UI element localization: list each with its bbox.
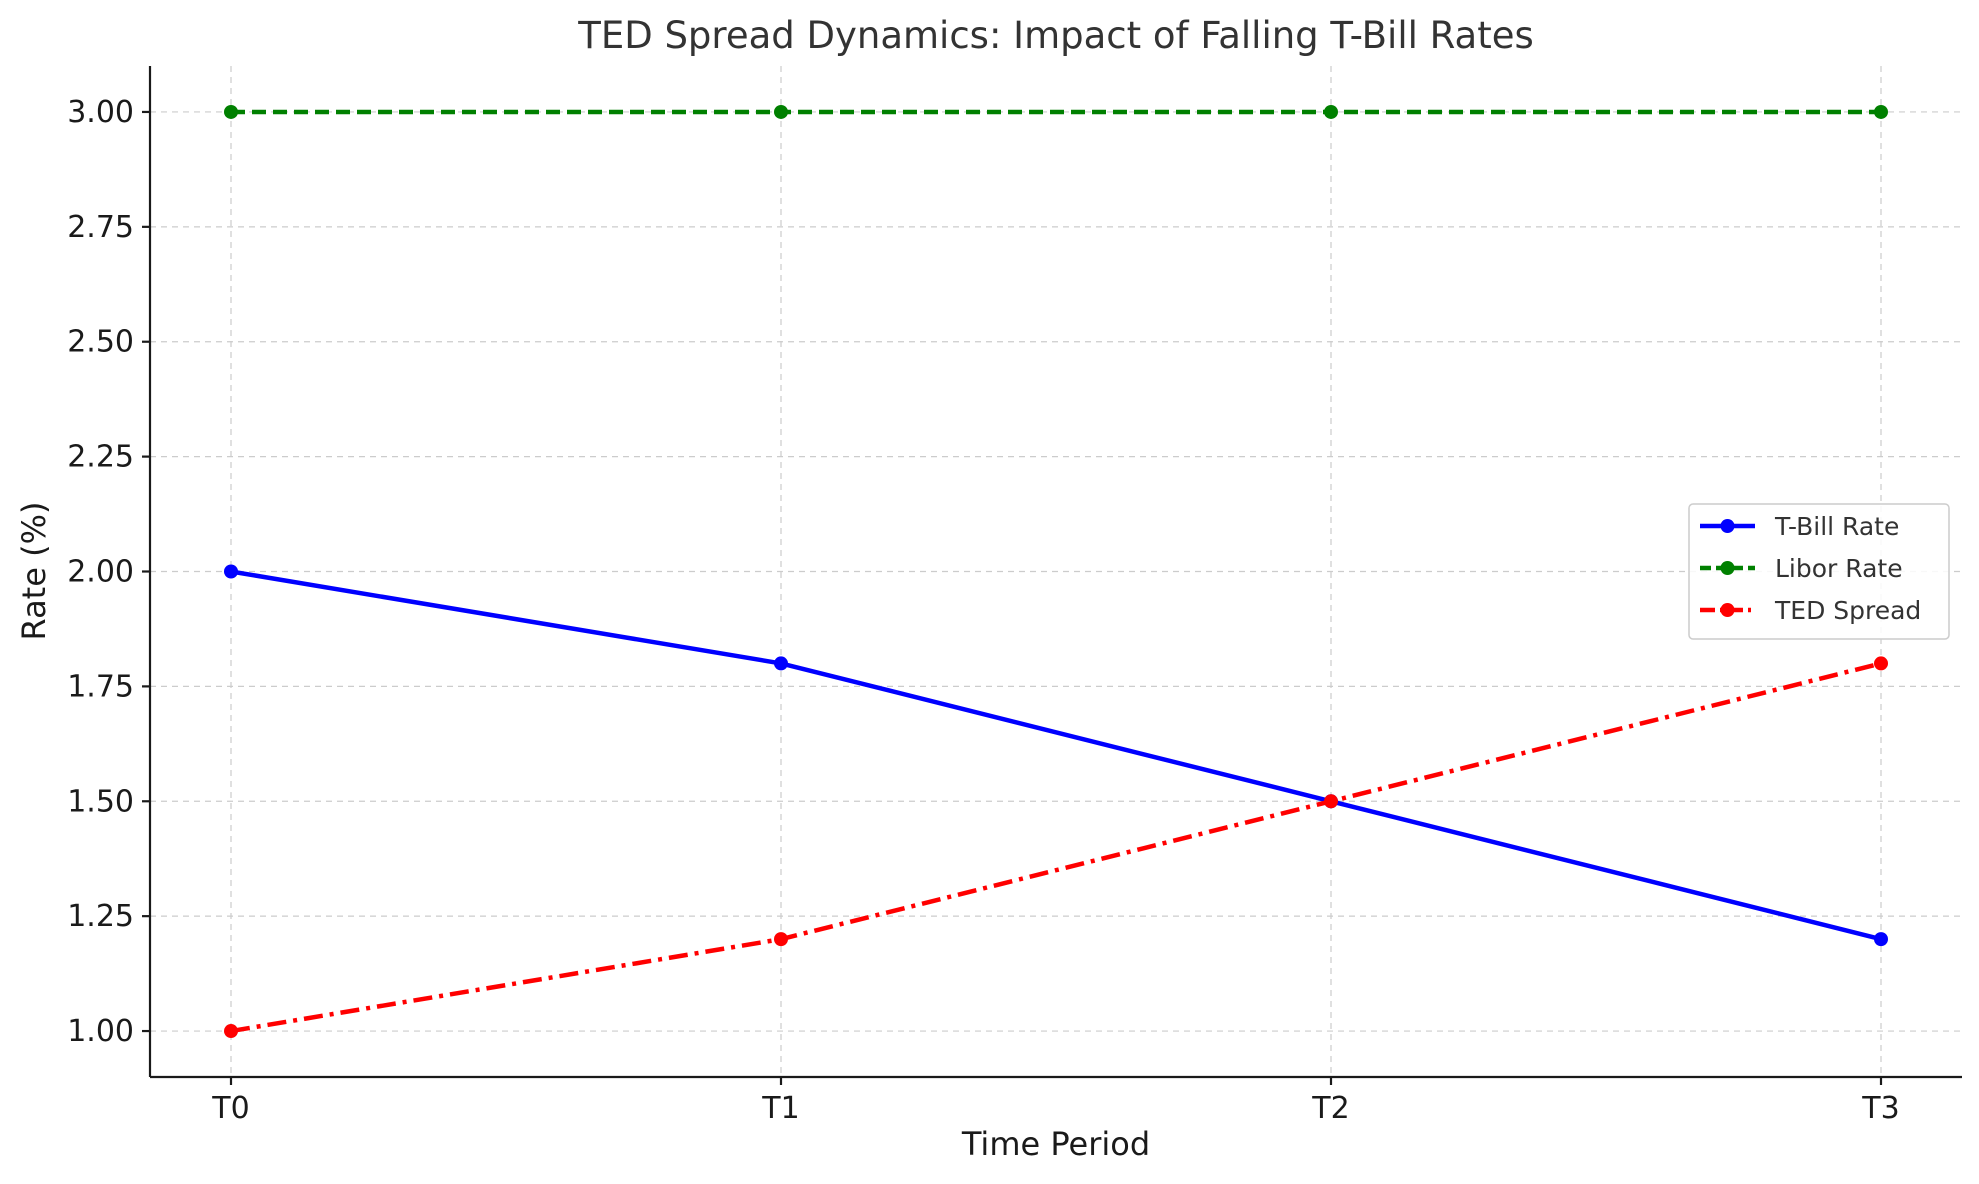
legend-entry: TED Spread bbox=[1700, 596, 1921, 625]
data-point bbox=[774, 932, 788, 947]
series-ted-spread bbox=[224, 656, 1888, 1039]
legend-box bbox=[1688, 503, 1950, 640]
legend-marker bbox=[1720, 603, 1735, 617]
data-point bbox=[1874, 656, 1888, 671]
x-tick-label: T1 bbox=[761, 1091, 799, 1126]
legend-label: Libor Rate bbox=[1775, 554, 1903, 583]
data-point bbox=[224, 104, 238, 119]
data-point bbox=[774, 656, 788, 671]
data-series bbox=[224, 104, 1888, 1039]
series-line bbox=[230, 661, 1882, 1034]
y-tick-label: 2.00 bbox=[67, 555, 134, 590]
data-point bbox=[1324, 794, 1338, 809]
data-point bbox=[1324, 104, 1338, 119]
y-tick-label: 1.50 bbox=[67, 784, 134, 819]
y-tick-label: 1.00 bbox=[67, 1014, 134, 1049]
legend-label: T-Bill Rate bbox=[1774, 512, 1899, 541]
data-point bbox=[224, 1024, 238, 1039]
legend: T-Bill Rate Libor Rate TED Spread bbox=[1688, 503, 1950, 640]
y-tick-label: 3.00 bbox=[67, 95, 134, 130]
y-tick-label: 2.75 bbox=[67, 210, 134, 245]
data-point bbox=[224, 564, 238, 579]
x-tick-label: T0 bbox=[211, 1091, 249, 1126]
y-axis-ticks: 1.00 1.25 1.50 1.75 2.00 2.25 2.50 2.75 3.00 bbox=[67, 95, 150, 1049]
y-tick-label: 2.25 bbox=[67, 440, 134, 475]
data-point bbox=[774, 104, 788, 119]
y-axis-label: Rate (%) bbox=[15, 502, 53, 641]
x-tick-label: T2 bbox=[1311, 1091, 1349, 1126]
series-libor-rate bbox=[224, 104, 1888, 119]
y-tick-label: 2.50 bbox=[67, 325, 134, 360]
legend-entry: Libor Rate bbox=[1700, 554, 1903, 583]
legend-entries: T-Bill Rate Libor Rate TED Spread bbox=[1700, 512, 1921, 625]
chart-title: TED Spread Dynamics: Impact of Falling T… bbox=[577, 14, 1534, 57]
series-line bbox=[230, 569, 1882, 942]
x-axis-label: Time Period bbox=[961, 1125, 1150, 1163]
data-point bbox=[1874, 932, 1888, 947]
legend-marker bbox=[1720, 519, 1735, 533]
x-axis-ticks: T0 T1 T2 T3 bbox=[211, 1077, 1900, 1126]
y-tick-label: 1.75 bbox=[67, 669, 134, 704]
legend-marker bbox=[1720, 561, 1735, 575]
legend-entry: T-Bill Rate bbox=[1700, 512, 1899, 541]
legend-label: TED Spread bbox=[1774, 596, 1921, 625]
data-point bbox=[1874, 104, 1888, 119]
x-tick-label: T3 bbox=[1861, 1091, 1899, 1126]
y-tick-label: 1.25 bbox=[67, 899, 134, 934]
